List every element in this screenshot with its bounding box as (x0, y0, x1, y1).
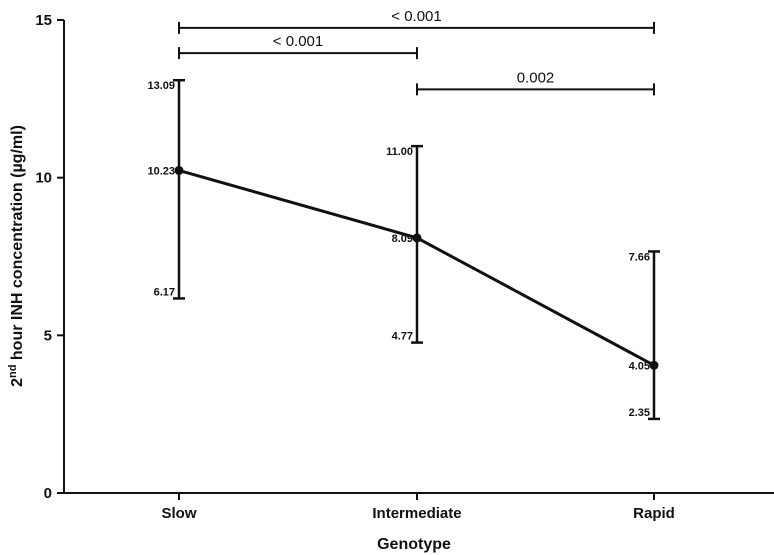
x-tick-label: Rapid (633, 505, 675, 522)
p-value-label: < 0.001 (273, 33, 323, 50)
y-axis-title: 2nd hour INH concentration (µg/ml) (7, 125, 26, 387)
series-group (174, 165, 659, 370)
y-tick-label: 5 (44, 327, 52, 344)
y-tick-label: 10 (35, 170, 52, 187)
y-tick-label: 15 (35, 12, 52, 29)
data-point (649, 360, 659, 370)
mean-value-label: 4.05 (629, 360, 650, 372)
upper-value-label: 11.00 (386, 146, 413, 158)
p-value-label: 0.002 (517, 69, 555, 86)
mean-value-label: 10.23 (147, 165, 175, 177)
upper-value-label: 7.66 (629, 251, 650, 263)
upper-value-label: 13.09 (147, 80, 175, 92)
x-tick-label: Slow (161, 505, 196, 522)
error-bars (173, 78, 660, 421)
x-axis-title: Genotype (377, 536, 451, 553)
lower-value-label: 4.77 (392, 331, 413, 343)
data-point (174, 165, 184, 175)
data-labels: 13.09 10.23 6.17 11.00 8.09 4.77 7.66 4.05 2.35 (147, 80, 650, 419)
y-ticks: 0 5 10 15 (35, 12, 64, 502)
y-axis-title-prefix: 2 (9, 378, 26, 387)
y-tick-label: 0 (44, 485, 52, 502)
mean-value-label: 8.09 (392, 233, 413, 245)
significance-brackets: < 0.001 < 0.001 0.002 (178, 8, 655, 96)
y-axis-title-superscript: nd (7, 365, 19, 378)
y-axis-title-rest: hour INH concentration (µg/ml) (9, 125, 26, 364)
axes (63, 20, 774, 494)
x-tick-label: Intermediate (372, 505, 461, 522)
lower-value-label: 6.17 (154, 286, 175, 298)
x-ticks: Slow Intermediate Rapid (161, 493, 675, 522)
lower-value-label: 2.35 (629, 407, 650, 419)
p-value-label: < 0.001 (391, 8, 441, 25)
data-point (412, 233, 422, 243)
